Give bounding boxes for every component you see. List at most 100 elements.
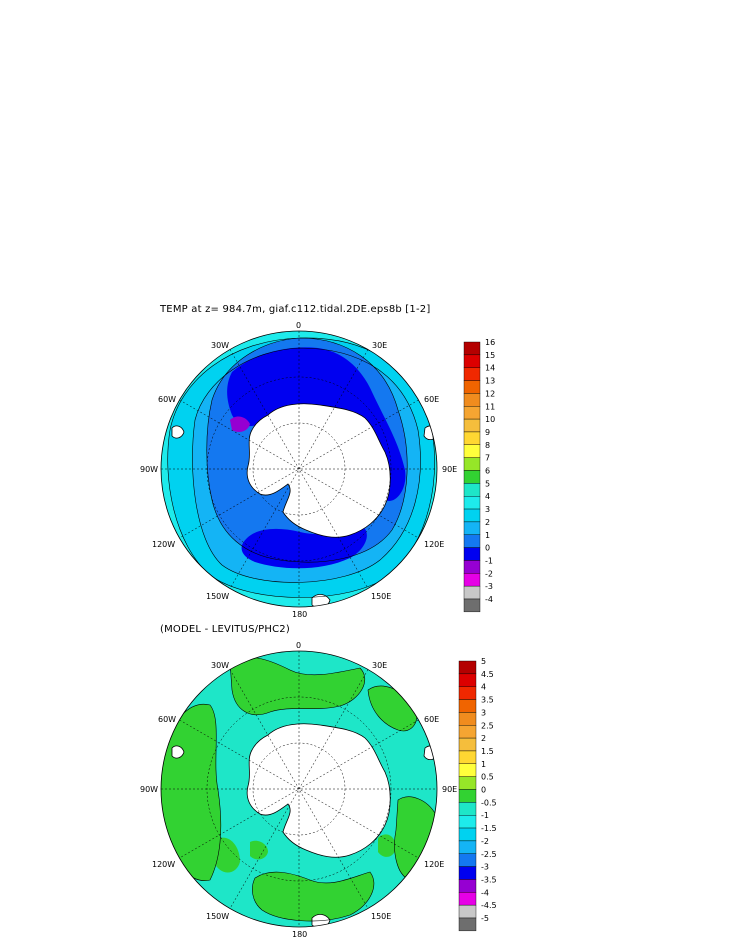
top-colorbar-label: 0 bbox=[485, 544, 490, 553]
bottom-lon-label-150w: 150W bbox=[206, 912, 229, 921]
bottom-colorbar-swatch bbox=[458, 686, 477, 700]
top-lon-label-90e: 90E bbox=[442, 465, 457, 474]
bottom-colorbar-label: 4 bbox=[481, 683, 486, 692]
bottom-colorbar-swatch bbox=[458, 750, 477, 765]
top-colorbar-swatch bbox=[463, 470, 481, 484]
bottom-lon-label-30e: 30E bbox=[372, 661, 387, 670]
top-map-graticule bbox=[161, 331, 437, 607]
bottom-colorbar-label: 1 bbox=[481, 760, 486, 769]
top-colorbar-swatch bbox=[463, 380, 481, 394]
bottom-colorbar-swatch bbox=[458, 866, 477, 880]
top-lon-label-60e: 60E bbox=[424, 395, 439, 404]
top-lon-label-60w: 60W bbox=[158, 395, 176, 404]
top-colorbar-swatch bbox=[463, 573, 481, 587]
top-colorbar-swatch bbox=[463, 521, 481, 535]
top-colorbar-label: -4 bbox=[485, 595, 493, 604]
top-colorbar-label: -3 bbox=[485, 582, 493, 591]
top-colorbar-label: 11 bbox=[485, 402, 495, 411]
top-lon-label-30w: 30W bbox=[211, 341, 229, 350]
top-colorbar-swatch bbox=[463, 354, 481, 368]
bottom-colorbar-label: 3.5 bbox=[481, 696, 494, 705]
bottom-colorbar-label: -0.5 bbox=[481, 798, 497, 807]
top-colorbar-label: 2 bbox=[485, 518, 490, 527]
bottom-lon-label-60e: 60E bbox=[424, 715, 439, 724]
top-colorbar-label: 12 bbox=[485, 389, 495, 398]
bottom-colorbar-label: -2 bbox=[481, 837, 489, 846]
top-colorbar-swatch bbox=[463, 393, 481, 407]
bottom-lon-label-30w: 30W bbox=[211, 661, 229, 670]
top-lon-label-150w: 150W bbox=[206, 592, 229, 601]
bottom-colorbar-label: 0 bbox=[481, 786, 486, 795]
bottom-colorbar-swatch bbox=[458, 737, 477, 752]
top-colorbar-label: 3 bbox=[485, 505, 490, 514]
bottom-colorbar-swatch bbox=[458, 763, 477, 777]
top-colorbar-label: 8 bbox=[485, 441, 490, 450]
bottom-lon-label-0: 0 bbox=[296, 641, 301, 650]
top-colorbar-label: 10 bbox=[485, 415, 495, 424]
bottom-lon-label-90e: 90E bbox=[442, 785, 457, 794]
top-colorbar-label: 1 bbox=[485, 531, 490, 540]
bottom-lon-label-180: 180 bbox=[292, 930, 307, 939]
bottom-colorbar-swatch bbox=[458, 725, 477, 739]
top-colorbar-swatch bbox=[463, 496, 481, 510]
top-colorbar-label: -1 bbox=[485, 556, 493, 565]
top-colorbar-swatch bbox=[463, 418, 481, 433]
bottom-map-patch-inner-e bbox=[378, 834, 396, 857]
bottom-colorbar-swatch bbox=[458, 879, 477, 893]
top-colorbar-label: 13 bbox=[485, 377, 495, 386]
top-map-cold-patch bbox=[230, 416, 250, 432]
bottom-colorbar-label: -2.5 bbox=[481, 850, 497, 859]
bottom-colorbar-label: 2 bbox=[481, 734, 486, 743]
bottom-map-patch-north bbox=[230, 657, 365, 715]
bottom-map-patch-inner-s bbox=[250, 840, 268, 860]
top-map-south-america bbox=[171, 425, 185, 439]
top-colorbar-swatch bbox=[463, 483, 481, 497]
top-colorbar-label: 5 bbox=[485, 479, 490, 488]
bottom-colorbar-swatch bbox=[458, 660, 477, 675]
top-map-core-upper bbox=[227, 347, 406, 501]
bottom-colorbar-label: -3.5 bbox=[481, 875, 497, 884]
bottom-map-patch-south bbox=[252, 872, 374, 922]
bottom-colorbar-label: 5 bbox=[481, 657, 486, 666]
bottom-map-patch-west bbox=[161, 704, 221, 881]
bottom-colorbar-label: 3 bbox=[481, 708, 486, 717]
bottom-colorbar-swatch bbox=[458, 840, 477, 854]
bottom-colorbar-swatch bbox=[458, 904, 477, 919]
bottom-colorbar-label: -4.5 bbox=[481, 901, 497, 910]
top-colorbar-swatch bbox=[463, 585, 481, 600]
top-colorbar-label: -2 bbox=[485, 569, 493, 578]
top-colorbar-swatch bbox=[463, 457, 481, 471]
bottom-colorbar-label: 0.5 bbox=[481, 773, 494, 782]
top-colorbar-label: 9 bbox=[485, 428, 490, 437]
top-colorbar-label: 6 bbox=[485, 467, 490, 476]
top-map-lon-labels: 0 30E 60E 90E 120E 150E 180 150W 120W 90… bbox=[140, 321, 457, 619]
top-lon-label-30e: 30E bbox=[372, 341, 387, 350]
top-lon-label-120w: 120W bbox=[152, 540, 175, 549]
bottom-colorbar-swatch bbox=[458, 712, 477, 726]
bottom-colorbar-label: -3 bbox=[481, 863, 489, 872]
top-colorbar-swatch bbox=[463, 367, 481, 381]
bottom-colorbar-label: -1 bbox=[481, 811, 489, 820]
bottom-map-graticule bbox=[161, 651, 437, 927]
bottom-map-lon-labels: 0 30E 60E 90E 120E 150E 180 150W 120W 90… bbox=[140, 641, 457, 939]
bottom-colorbar-swatch bbox=[458, 917, 477, 932]
top-colorbar-swatch bbox=[463, 431, 481, 446]
top-polar-map: 0 30E 60E 90E 120E 150E 180 150W 120W 90… bbox=[140, 321, 457, 619]
top-colorbar-swatch bbox=[463, 444, 481, 458]
bottom-colorbar-label: 4.5 bbox=[481, 670, 494, 679]
bottom-colorbar-label: 2.5 bbox=[481, 721, 494, 730]
bottom-colorbar: 5 4.5 4 3.5 3 2.5 2 1.5 1 0.5 0 -0.5 -1 -1.5 -2 -2.5 -3 -… bbox=[458, 657, 497, 932]
bottom-colorbar-label: -5 bbox=[481, 914, 489, 923]
top-colorbar-swatch bbox=[463, 598, 481, 613]
bottom-lon-label-60w: 60W bbox=[158, 715, 176, 724]
top-panel-title: TEMP at z= 984.7m, giaf.c112.tidal.2DE.e… bbox=[160, 304, 431, 315]
bottom-lon-label-120e: 120E bbox=[424, 860, 444, 869]
top-map-border bbox=[160, 330, 438, 608]
bottom-map-south-america bbox=[171, 745, 185, 759]
bottom-colorbar-swatch bbox=[458, 699, 477, 713]
top-colorbar-label: 15 bbox=[485, 351, 495, 360]
bottom-colorbar-label: -1.5 bbox=[481, 824, 497, 833]
top-colorbar-label: 16 bbox=[485, 338, 495, 347]
top-colorbar-swatch bbox=[463, 534, 481, 548]
